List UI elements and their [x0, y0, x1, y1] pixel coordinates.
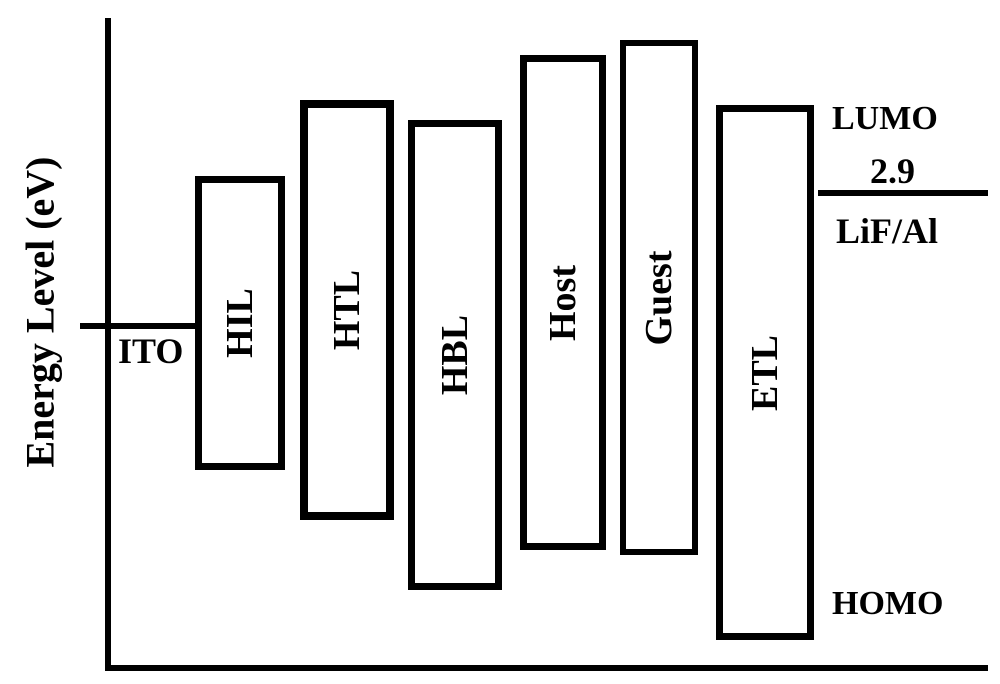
layer-label-hbl: HBL: [433, 315, 477, 395]
layer-label-htl: HTL: [325, 270, 369, 350]
homo-label: HOMO: [832, 585, 943, 623]
ito-level-line: [111, 323, 195, 329]
layer-label-etl: ETL: [743, 334, 787, 410]
x-baseline: [105, 665, 988, 671]
layer-label-hil: HIL: [218, 288, 262, 358]
layer-label-host: Host: [541, 265, 585, 341]
lumo-label: LUMO: [832, 100, 938, 138]
layer-label-guest: Guest: [637, 250, 681, 345]
value-label: 2.9: [870, 150, 915, 192]
y-axis-label: Energy Level (eV): [17, 156, 64, 467]
y-axis: [105, 18, 111, 665]
energy-level-diagram: Energy Level (eV) ITO HIL HTL HBL Host Guest ET…: [0, 0, 1000, 684]
lif-label: LiF/Al: [836, 210, 938, 252]
ito-tick: [80, 323, 105, 329]
ito-label: ITO: [118, 330, 183, 372]
